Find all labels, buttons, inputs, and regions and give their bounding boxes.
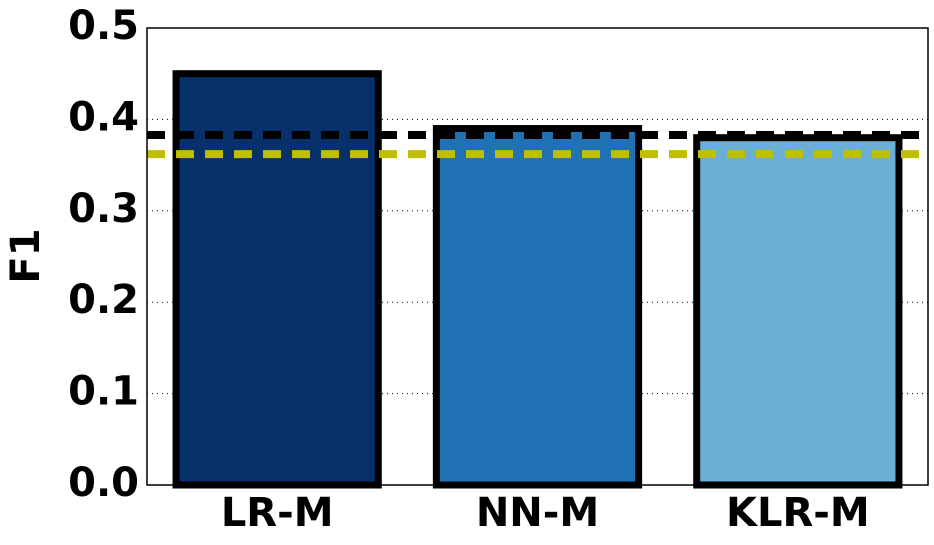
y-tick-label: 0.2: [68, 277, 139, 323]
plot-frame: [146, 27, 929, 486]
y-tick-label: 0.3: [68, 186, 139, 232]
y-tick-label: 0.0: [68, 460, 139, 506]
x-tick-label: KLR-M: [726, 490, 870, 536]
bar: [693, 134, 903, 489]
x-tick-label: NN-M: [476, 490, 599, 536]
y-tick-label: 0.1: [68, 369, 139, 415]
bar: [432, 125, 643, 489]
y-tick-label: 0.4: [68, 94, 139, 140]
y-axis-label: F1: [3, 228, 49, 283]
x-tick-label: LR-M: [221, 490, 334, 536]
y-tick-label: 0.5: [68, 3, 139, 49]
